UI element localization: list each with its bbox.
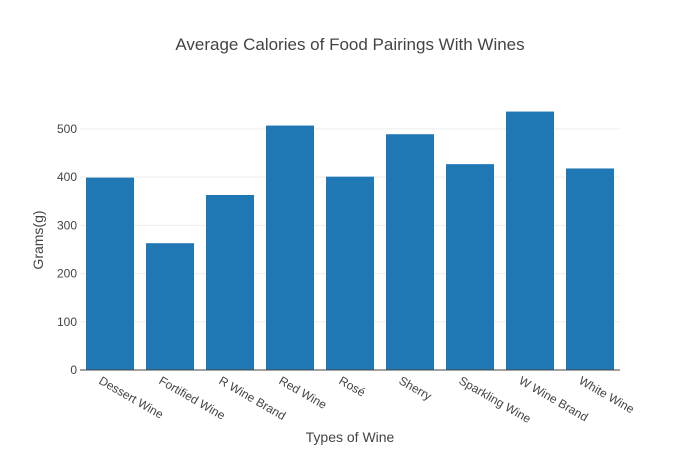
x-tick-label: Sherry: [397, 373, 435, 403]
y-tick-label: 500: [57, 122, 77, 136]
bar-red-wine[interactable]: [266, 125, 314, 370]
bar-w-wine-brand[interactable]: [506, 111, 554, 371]
x-tick-label: Fortified Wine: [157, 373, 228, 422]
y-tick-label: 400: [57, 170, 77, 184]
bar-sherry[interactable]: [386, 134, 434, 370]
chart-title: Average Calories of Food Pairings With W…: [175, 35, 524, 54]
x-tick-label: Dessert Wine: [97, 373, 167, 421]
y-tick-label: 200: [57, 267, 77, 281]
bars: [86, 111, 614, 371]
x-tick-label: Red Wine: [277, 373, 330, 412]
y-axis-title: Grams(g): [30, 210, 46, 269]
bar-r-wine-brand[interactable]: [206, 194, 254, 370]
bar-sparkling-wine[interactable]: [446, 164, 494, 370]
y-axis-ticks: 0 100 200 300 400 500: [57, 122, 77, 377]
bar-white-wine[interactable]: [566, 168, 614, 370]
x-tick-label: Rosé: [337, 373, 369, 399]
x-tick-label: R Wine Brand: [217, 373, 289, 422]
bar-dessert-wine[interactable]: [86, 177, 134, 370]
x-axis-title: Types of Wine: [306, 429, 395, 445]
y-tick-label: 0: [70, 363, 77, 377]
bar-fortified-wine[interactable]: [146, 243, 194, 370]
y-tick-label: 100: [57, 315, 77, 329]
bar-ros-[interactable]: [326, 176, 374, 370]
y-tick-label: 300: [57, 218, 77, 232]
